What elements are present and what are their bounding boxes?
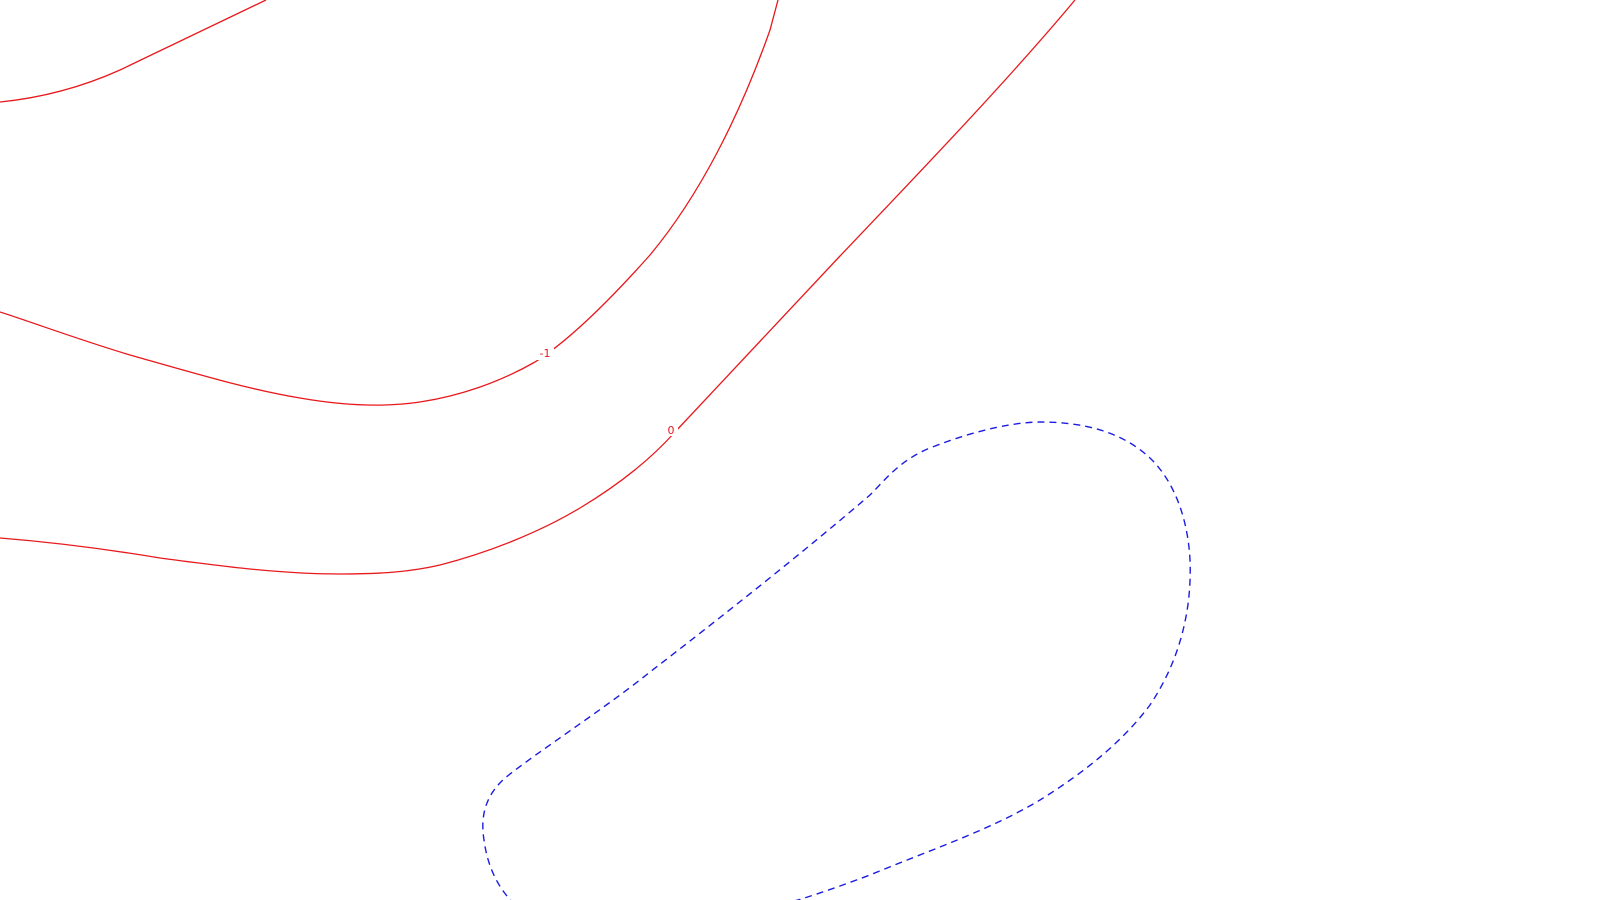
contour-label-bg-zero [664, 422, 678, 436]
contour-label-bg-minus-one [536, 346, 554, 360]
contour-label-zero: 0 [668, 424, 675, 437]
contour-label-minus-one: -1 [540, 347, 551, 360]
contour-line-dashed [482, 421, 1191, 900]
contour-line-upper-left [0, 0, 267, 103]
contour-line-minus-one [0, 0, 779, 406]
contour-line-zero [0, 0, 1076, 575]
